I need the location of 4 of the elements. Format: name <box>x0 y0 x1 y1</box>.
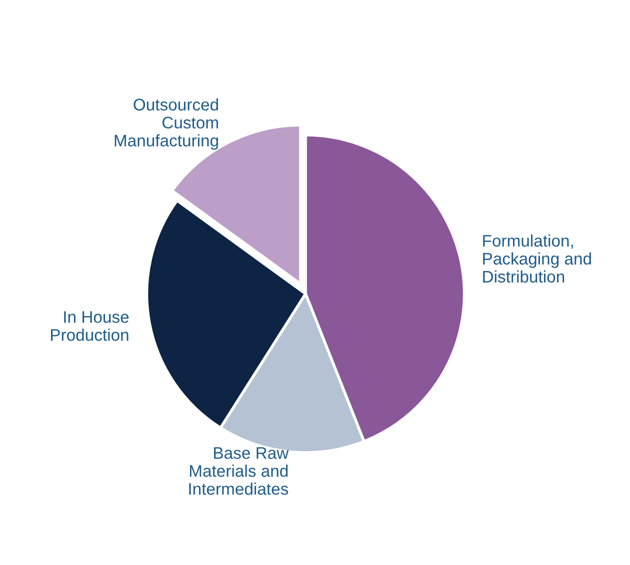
slice-label: Outsourced Custom Manufacturing <box>114 98 218 150</box>
slice-label: Formulation, Packaging and Distribution <box>483 234 591 283</box>
slice-label: Base Raw Materials and Intermediates <box>189 447 289 495</box>
slice-label: In House Production <box>51 311 129 341</box>
